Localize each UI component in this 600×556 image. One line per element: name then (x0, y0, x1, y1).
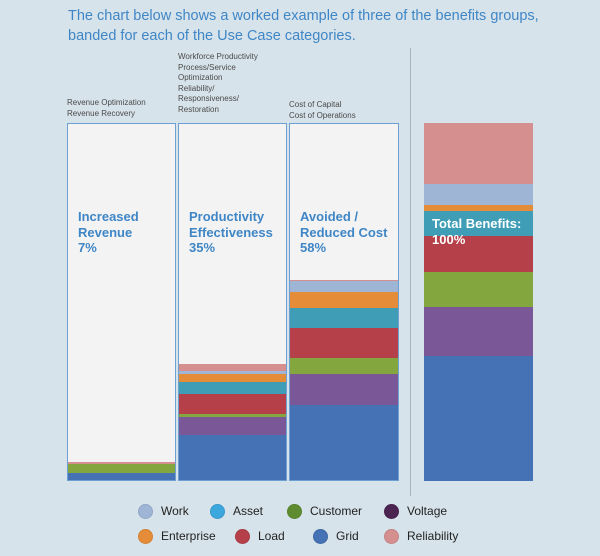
column-title-1: Increased Revenue 7% (78, 209, 139, 255)
legend-item-grid: Grid (313, 528, 359, 544)
use-case-line: Cost of Operations (289, 110, 356, 120)
legend-label: Load (258, 529, 285, 543)
legend-item-enterprise: Enterprise (138, 528, 216, 544)
total-segment-reliability (424, 123, 533, 184)
total-benefits-column (424, 123, 533, 481)
bar-segment-customer (68, 463, 175, 473)
bar-segment-voltage (179, 417, 286, 436)
bar-segment-customer (179, 413, 286, 418)
legend-swatch-icon (384, 503, 399, 519)
total-benefits-title: Total Benefits: 100% (432, 216, 522, 247)
legend-item-asset: Asset (210, 503, 263, 519)
bar-segment-customer (290, 358, 398, 375)
use-case-line: Responsiveness/ (178, 94, 239, 103)
use-case-line: Revenue Optimization (67, 98, 146, 107)
bar-segment-enterprise (290, 292, 398, 309)
column-title-2: Productivity Effectiveness 35% (189, 209, 273, 255)
legend-item-work: Work (138, 503, 189, 519)
bar-segment-asset (179, 381, 286, 395)
use-case-line: Optimization (178, 73, 223, 82)
legend-swatch-icon (287, 503, 302, 519)
use-case-label-1: Revenue Optimization Revenue Recovery (67, 98, 146, 119)
bar-segment-grid (179, 435, 286, 480)
total-segment-enterprise (424, 205, 533, 211)
total-segment-customer (424, 271, 533, 308)
legend-label: Work (161, 504, 189, 518)
legend-item-load: Load (235, 528, 285, 544)
legend-label: Customer (310, 504, 363, 518)
bar-segment-grid (290, 404, 398, 480)
category-column-3 (289, 123, 399, 481)
total-segment-grid (424, 355, 533, 481)
total-segment-voltage (424, 307, 533, 356)
bar-segment-reliability (68, 462, 175, 464)
legend-label: Voltage (407, 504, 448, 518)
bar-segment-work (179, 370, 286, 375)
bar-segment-asset (290, 308, 398, 328)
legend-item-voltage: Voltage (384, 503, 447, 519)
use-case-line: Cost of Capital (289, 100, 342, 109)
bar-segment-load (290, 327, 398, 359)
legend-item-customer: Customer (287, 503, 362, 519)
legend-swatch-icon (138, 528, 153, 544)
total-segment-load (424, 235, 533, 272)
legend-swatch-icon (138, 503, 153, 519)
use-case-line: Restoration (178, 104, 219, 114)
legend-swatch-icon (235, 528, 250, 544)
legend-swatch-icon (313, 528, 328, 544)
total-segment-work (424, 183, 533, 206)
legend-swatch-icon (210, 503, 225, 519)
use-case-label-3: Cost of Capital Cost of Operations (289, 100, 356, 121)
bar-segment-work (290, 281, 398, 293)
chart-legend: Work Asset Customer Voltage Enterprise Load Gr… (0, 500, 600, 550)
category-column-2 (178, 123, 287, 481)
legend-swatch-icon (384, 528, 399, 544)
column-title-3: Avoided / Reduced Cost 58% (300, 209, 388, 255)
bar-segment-voltage (290, 374, 398, 405)
legend-label: Asset (233, 504, 264, 518)
use-case-line: Process/Service (178, 62, 236, 72)
bar-segment-reliability (290, 279, 398, 282)
total-segment-asset (424, 210, 533, 236)
use-case-line: Revenue Recovery (67, 108, 136, 118)
bar-segment-enterprise (179, 374, 286, 382)
legend-item-reliability: Reliability (384, 528, 458, 544)
use-case-line: Workforce Productivity (178, 52, 258, 61)
legend-label: Grid (336, 529, 359, 543)
use-case-label-2: Workforce Productivity Process/Service Opt… (178, 52, 258, 115)
bar-segment-grid (68, 472, 175, 480)
bar-segment-load (179, 394, 286, 414)
use-case-line: Reliability/ (178, 83, 215, 93)
legend-label: Enterprise (161, 529, 216, 543)
legend-label: Reliability (407, 529, 459, 543)
intro-text: The chart below shows a worked example o… (68, 8, 539, 44)
category-column-1 (67, 123, 176, 481)
bar-segment-reliability (179, 363, 286, 371)
chart-divider (410, 48, 411, 496)
